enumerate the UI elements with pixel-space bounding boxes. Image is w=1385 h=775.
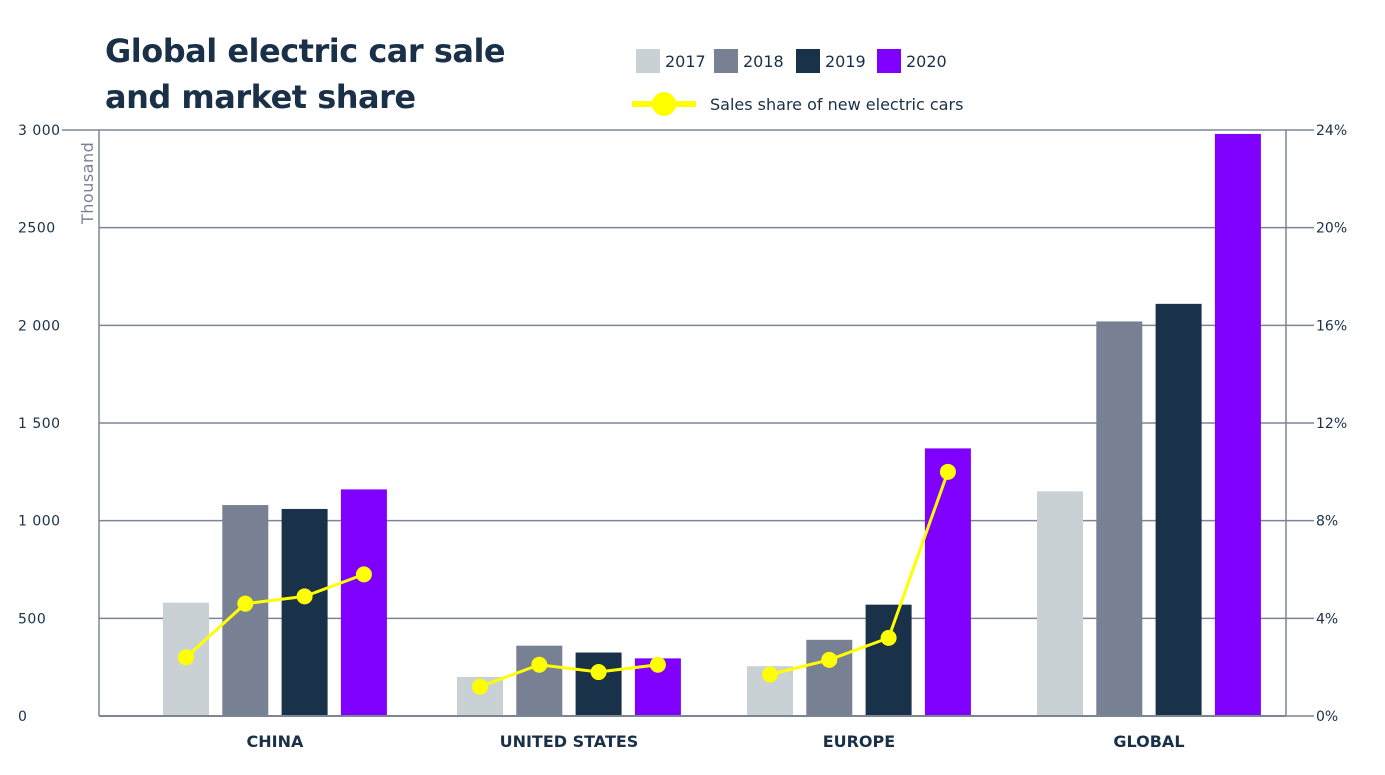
share-point: [939, 463, 956, 480]
y2-tick-label: 16%: [1316, 318, 1347, 334]
share-point: [472, 678, 488, 695]
y-tick-label: 2500: [18, 221, 56, 237]
share-line: [184, 572, 365, 659]
y2-tick-label: 4%: [1316, 611, 1338, 627]
share-point: [178, 649, 194, 666]
share-line: [479, 663, 659, 689]
share-lines: [178, 463, 956, 695]
y2-tick-label: 0%: [1316, 709, 1338, 725]
chart-title: Global electric car sale and market shar…: [105, 32, 506, 116]
share-point: [880, 629, 897, 646]
legend-item-2017: 2017: [636, 49, 706, 73]
bar-2019: [281, 508, 328, 716]
y2-tick-label: 24%: [1316, 123, 1347, 139]
y2-tick-label: 12%: [1316, 416, 1347, 432]
y-axis-ticks: 0 500 1 000 1 500 2 000 2500 3 000: [18, 123, 61, 725]
legend-swatch-2019: [796, 49, 820, 73]
bar-2019: [575, 652, 622, 716]
x-tick-label: UNITED STATES: [500, 732, 639, 751]
y-tick-label: 0: [18, 709, 27, 725]
y-tick-label: 500: [18, 611, 46, 627]
bar-2018: [1096, 321, 1143, 716]
legend-swatch-2017: [636, 49, 660, 73]
legend-item-2018: 2018: [714, 49, 784, 73]
legend-swatch-2018: [714, 49, 738, 73]
y-tick-label: 1 000: [18, 514, 61, 530]
share-point: [762, 666, 778, 683]
x-tick-label: GLOBAL: [1113, 732, 1184, 751]
share-point: [649, 656, 666, 673]
y-tick-label: 3 000: [18, 123, 61, 139]
share-point: [237, 595, 254, 612]
legend-item-2019: 2019: [796, 49, 866, 73]
legend-label-2017: 2017: [665, 51, 706, 71]
legend-label-2020: 2020: [906, 51, 947, 71]
y-axis-label: Thousand: [78, 142, 97, 225]
bar-2018: [516, 645, 563, 716]
x-axis-ticks: CHINA UNITED STATES EUROPE GLOBAL: [247, 732, 1185, 751]
share-point: [355, 566, 372, 583]
share-point: [821, 651, 838, 668]
legend-label-sales-share: Sales share of new electric cars: [710, 94, 964, 114]
bar-2019: [865, 604, 912, 716]
share-point: [590, 664, 607, 681]
y-tick-label: 2 000: [18, 318, 61, 334]
share-point: [296, 588, 313, 605]
bars: [163, 133, 1261, 716]
legend-swatch-sales-share: [632, 92, 696, 116]
legend-label-2018: 2018: [743, 51, 784, 71]
y2-tick-label: 20%: [1316, 221, 1347, 237]
legend-item-sales-share: Sales share of new electric cars: [632, 92, 963, 116]
bar-2020: [1214, 133, 1261, 716]
legend-swatch-2020: [877, 49, 901, 73]
bar-2019: [1155, 303, 1202, 716]
bar-2020: [924, 448, 971, 716]
bar-2018: [806, 639, 853, 716]
y2-axis-ticks: 0% 4% 8% 12% 16% 20% 24%: [1286, 123, 1347, 725]
bar-2017: [1037, 491, 1083, 716]
x-tick-label: CHINA: [247, 732, 304, 751]
y2-tick-label: 8%: [1316, 514, 1338, 530]
y-tick-label: 1 500: [18, 416, 61, 432]
bar-2020: [340, 489, 387, 716]
x-tick-label: EUROPE: [823, 732, 896, 751]
share-line: [769, 471, 950, 676]
legend-label-2019: 2019: [825, 51, 866, 71]
share-point: [531, 656, 548, 673]
legend-item-2020: 2020: [877, 49, 947, 73]
